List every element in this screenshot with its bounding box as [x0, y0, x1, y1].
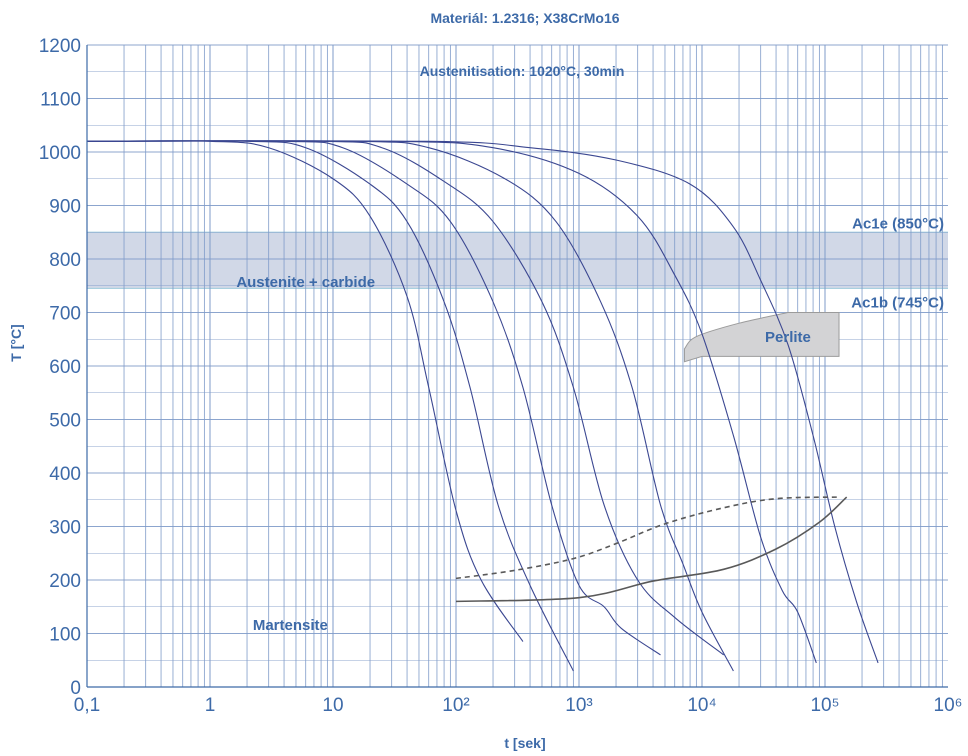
- y-tick-label: 400: [49, 464, 81, 485]
- x-tick-label: 10³: [565, 695, 592, 716]
- x-tick-label: 10²: [442, 695, 469, 716]
- x-tick-label: 10: [322, 695, 343, 716]
- axes: 0 100 200 300 400 500 600 700 800 900 1000 1100 1200…: [39, 36, 963, 716]
- chart-subtitle: Austenitisation: 1020°C, 30min: [420, 63, 625, 79]
- x-tick-label: 1: [205, 695, 216, 716]
- critical-temperature-band: [87, 231, 948, 290]
- x-tick-label: 10⁴: [687, 695, 716, 716]
- ac1e-label: Ac1e (850°C): [852, 215, 944, 232]
- x-tick-label: 10⁶: [934, 695, 963, 716]
- cooling-curves: [86, 140, 879, 672]
- ac1b-label: Ac1b (745°C): [851, 294, 944, 311]
- y-axis-label: T [°C]: [8, 324, 24, 361]
- y-tick-label: 300: [49, 518, 81, 539]
- martensite-dashed-line: [455, 496, 840, 580]
- perlite-area: [683, 312, 840, 363]
- region-label: Austenite + carbide: [236, 274, 375, 291]
- y-tick-label: 0: [70, 678, 81, 699]
- y-tick-label: 200: [49, 571, 81, 592]
- cooling-curve-1: [86, 140, 524, 642]
- x-axis-label: t [sek]: [504, 735, 545, 751]
- x-tick-label: 10⁵: [810, 695, 839, 716]
- perlite-region: [683, 312, 840, 363]
- y-tick-label: 1000: [39, 143, 81, 164]
- y-tick-label: 600: [49, 357, 81, 378]
- region-label: Martensite: [253, 617, 328, 634]
- region-label: Perlite: [765, 329, 811, 346]
- y-tick-label: 700: [49, 304, 81, 325]
- chart-title: Materiál: 1.2316; X38CrMo16: [430, 10, 619, 26]
- martensite-start-line: [455, 496, 848, 603]
- transformation-lines: [455, 496, 848, 603]
- x-tick-label: 0,1: [74, 695, 100, 716]
- y-tick-label: 100: [49, 625, 81, 646]
- cooling-curve-3: [86, 140, 661, 656]
- cooling-curve-2: [86, 140, 574, 672]
- y-tick-label: 900: [49, 197, 81, 218]
- y-tick-label: 1200: [39, 36, 81, 57]
- ac1-band: [87, 232, 948, 289]
- labels: Ac1e (850°C) Ac1b (745°C) Austenite + carb…: [236, 215, 944, 634]
- y-tick-label: 800: [49, 250, 81, 271]
- cooling-curve-7: [86, 140, 879, 664]
- y-tick-label: 500: [49, 411, 81, 432]
- y-tick-label: 1100: [40, 90, 81, 111]
